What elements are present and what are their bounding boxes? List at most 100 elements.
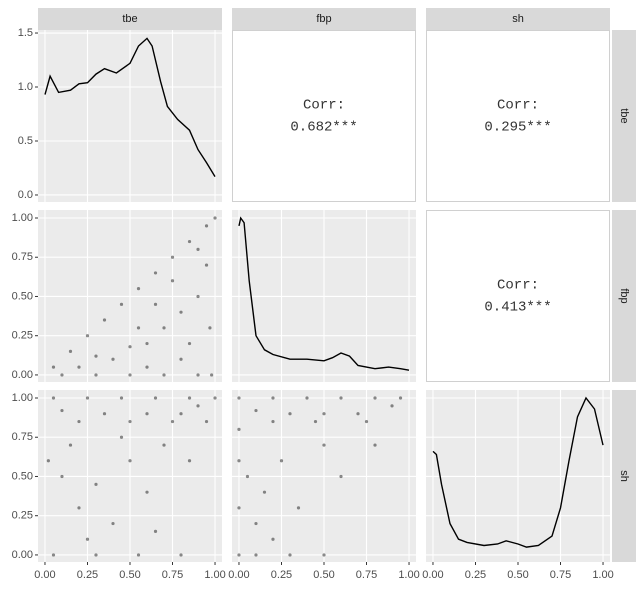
x-tick-label: 0.00 — [422, 569, 443, 581]
corr-title: Corr: — [497, 98, 539, 114]
y-tick-label: 0.75 — [12, 251, 33, 263]
y-tick-label: 0.25 — [12, 510, 33, 522]
density-line — [432, 396, 604, 548]
scatter-point — [187, 459, 192, 463]
y-tick-label: 0.50 — [12, 290, 33, 302]
y-tick-label: 0.5 — [18, 135, 33, 147]
x-tick-label: 0.25 — [77, 569, 98, 581]
scatter-point — [128, 373, 132, 377]
y-tick-label: 0.75 — [12, 431, 33, 443]
scatter-point — [339, 474, 343, 479]
scatter-point — [119, 302, 124, 306]
strip-label: sh — [618, 470, 630, 482]
scatter-point — [162, 326, 166, 330]
x-tick-label: 0.00 — [34, 569, 55, 581]
strip-top — [38, 8, 222, 30]
scatter-point — [313, 419, 318, 424]
scatter-point — [339, 396, 343, 400]
scatter-point — [254, 553, 258, 557]
scatter-point — [204, 224, 209, 228]
scatter-point — [60, 474, 64, 479]
scatter-point — [237, 396, 241, 400]
corr-title: Corr: — [303, 98, 345, 114]
x-tick-label: 0.00 — [228, 569, 249, 581]
scatter-point — [213, 396, 217, 400]
scatter-point — [85, 396, 90, 400]
x-tick-label: 0.25 — [271, 569, 292, 581]
scatter-point — [322, 412, 326, 416]
strip-label: tbe — [618, 108, 630, 123]
x-tick-label: 0.75 — [162, 569, 183, 581]
scatter-point — [111, 357, 115, 361]
scatter-point — [296, 506, 301, 510]
scatter-point — [170, 419, 175, 424]
y-tick-label: 0.50 — [12, 470, 33, 482]
scatter-point — [111, 521, 115, 526]
scatter-point — [288, 412, 292, 416]
x-tick-label: 0.50 — [507, 569, 528, 581]
scatter-point — [60, 408, 64, 413]
scatter-point — [237, 553, 241, 557]
scatter-point — [187, 396, 192, 400]
corr-panel — [232, 30, 416, 202]
strip-top — [232, 8, 416, 30]
scatter-point — [279, 459, 284, 463]
corr-panel — [426, 210, 610, 382]
corr-title: Corr: — [497, 278, 539, 294]
scatter-point — [196, 247, 200, 251]
scatter-point — [60, 373, 64, 377]
strip-label: tbe — [122, 13, 137, 25]
y-tick-label: 1.00 — [12, 392, 33, 404]
scatter-point — [196, 373, 200, 377]
scatter-point — [128, 459, 132, 463]
x-tick-label: 1.00 — [592, 569, 613, 581]
scatter-point — [153, 302, 158, 306]
scatter-point — [179, 310, 183, 314]
strip-label: sh — [512, 13, 524, 25]
scatter-point — [187, 239, 192, 244]
scatter-point — [170, 279, 175, 283]
scatter-point — [153, 396, 158, 400]
scatter-point — [364, 419, 369, 424]
scatter-point — [305, 396, 309, 400]
x-tick-label: 0.75 — [550, 569, 571, 581]
scatter-point — [390, 404, 394, 408]
scatter-point — [145, 490, 149, 494]
scatter-point — [322, 553, 326, 557]
scatter-point — [179, 412, 183, 416]
scatter-point — [85, 537, 90, 541]
x-tick-label: 0.50 — [313, 569, 334, 581]
scatter-point — [208, 326, 212, 330]
x-tick-label: 1.00 — [398, 569, 419, 581]
scatter-point — [68, 443, 73, 447]
scatter-point — [68, 349, 73, 353]
scatter-point — [102, 318, 107, 322]
scatter-point — [210, 373, 214, 377]
density-line — [238, 216, 410, 371]
scatter-point — [102, 412, 107, 416]
y-tick-label: 0.00 — [12, 549, 33, 561]
scatter-point — [51, 553, 56, 557]
scatter-point — [77, 506, 81, 510]
x-tick-label: 0.75 — [356, 569, 377, 581]
scatter-point — [119, 396, 124, 400]
scatter-point — [179, 553, 183, 557]
strip-label: fbp — [316, 13, 331, 25]
scatter-point — [77, 419, 81, 424]
scatter-point — [145, 341, 149, 346]
scatter-point — [398, 396, 403, 400]
scatter-point — [128, 419, 132, 424]
scatter-point — [254, 521, 258, 526]
scatter-point — [162, 373, 166, 377]
corr-value: 0.413*** — [484, 300, 551, 316]
scatter-point — [237, 506, 241, 510]
scatter-point — [119, 435, 124, 439]
scatter-point — [271, 419, 275, 424]
scatter-point — [204, 419, 209, 424]
scatter-point — [136, 287, 141, 291]
scatter-point — [204, 263, 209, 267]
scatter-point — [213, 216, 217, 220]
scatter-point — [46, 459, 50, 463]
scatter-point — [153, 271, 158, 275]
scatter-point — [288, 553, 292, 557]
